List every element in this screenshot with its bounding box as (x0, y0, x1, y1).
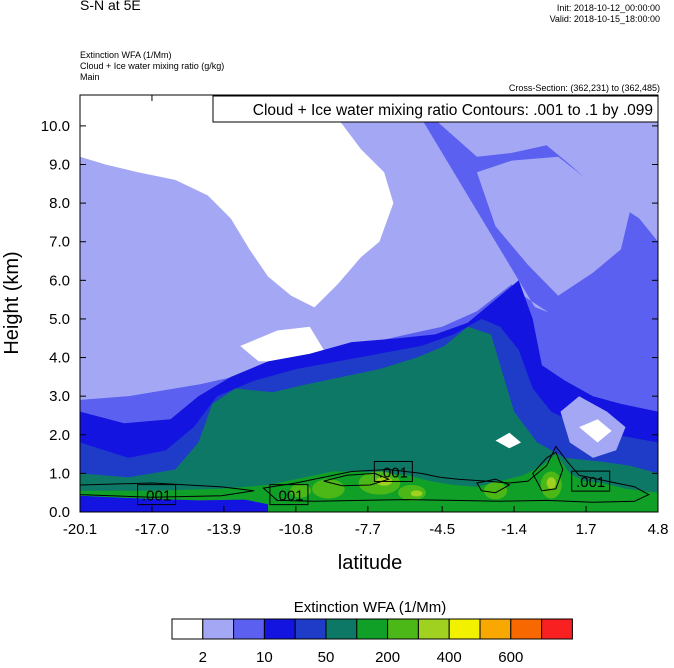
contour-labels: .001 .001 .001 .001 (137, 460, 611, 506)
x-axis: -20.1 -17.0 -13.9 -10.8 -7.7 -4.5 -1.4 1.7 4.8 (63, 95, 669, 538)
contour-label: .001 (137, 484, 177, 506)
colorbar-swatch (417, 618, 450, 640)
field-contours: Cloud + Ice water mixing ratio (g/kg) (80, 61, 225, 71)
colorbar-swatch (541, 618, 573, 640)
y-tick-label: 1.0 (49, 465, 70, 482)
colorbar-swatch (171, 618, 204, 640)
x-tick-label: -13.9 (207, 521, 241, 538)
contour-main (262, 445, 650, 503)
init-time: Init: 2018-10-12_00:00:00 (556, 3, 660, 13)
field-white-lowleft (495, 432, 521, 449)
x-tick-label: -20.1 (63, 521, 97, 538)
field-yellowgreen-pocket (410, 490, 423, 497)
y-tick-label: 8.0 (49, 195, 70, 212)
contour-label-text: .001 (274, 488, 303, 505)
y-tick-label: 9.0 (49, 157, 70, 174)
contour-inner-2 (476, 478, 511, 494)
colorbar-tick-label: 200 (375, 649, 400, 666)
colorbar-swatch (479, 618, 512, 640)
y-tick-label: 10.0 (41, 118, 70, 135)
contour-info-text: Cloud + Ice water mixing ratio Contours:… (253, 102, 653, 119)
info-box: Cloud + Ice water mixing ratio Contours:… (212, 95, 659, 123)
y-tick-label: 0.0 (49, 504, 70, 521)
x-tick-label: -1.4 (501, 521, 527, 538)
field-white-lowright (579, 419, 612, 443)
colorbar-swatch (263, 618, 296, 640)
field-lime-pocket (290, 483, 311, 498)
colorbar-swatch (510, 618, 543, 640)
colorbar: 2 10 50 200 400 600 (171, 618, 573, 666)
x-tick-label: -10.8 (279, 521, 313, 538)
valid-time: Valid: 2018-10-15_18:00:00 (549, 14, 660, 24)
field-teal (80, 326, 658, 512)
y-axis: 0.0 1.0 2.0 3.0 4.0 5.0 6.0 7.0 8.0 9.0 10.0 (41, 118, 658, 521)
y-axis-label: Height (km) (1, 251, 23, 354)
colorbar-tick-label: 600 (498, 649, 523, 666)
colorbar-swatch (325, 618, 358, 640)
x-tick-label: 1.7 (576, 521, 597, 538)
extinction-field (80, 95, 658, 512)
contour-label: .001 (571, 470, 611, 492)
y-tick-label: 5.0 (49, 311, 70, 328)
field-lime-pocket (483, 482, 508, 500)
field-white-patch (189, 125, 268, 161)
y-tick-label: 2.0 (49, 427, 70, 444)
x-axis-label: latitude (338, 552, 403, 574)
cross-section-label: Cross-Section: (362,231) to (362,485) (508, 83, 660, 93)
contour-label-text: .001 (576, 474, 605, 491)
colorbar-swatch (448, 618, 481, 640)
colorbar-swatch (294, 618, 327, 640)
field-name: Extinction WFA (1/Mm) (80, 50, 172, 60)
colorbar-tick-label: 10 (256, 649, 273, 666)
contour-label: .001 (373, 460, 413, 482)
field-white-upper (80, 95, 394, 308)
contour-label-text: .001 (379, 464, 408, 481)
field-lav-pocket (476, 156, 631, 296)
mixing-ratio-contours (80, 445, 650, 503)
colorbar-tick-label: 2 (199, 649, 207, 666)
colorbar-swatch (233, 618, 265, 640)
colorbar-swatch (387, 618, 419, 640)
contour-inner-1 (323, 472, 391, 487)
x-tick-label: 4.8 (648, 521, 669, 538)
x-tick-label: -4.5 (429, 521, 455, 538)
colorbar-tick-label: 50 (318, 649, 335, 666)
plot-frame (79, 94, 659, 513)
x-tick-label: -7.7 (355, 521, 381, 538)
y-tick-label: 7.0 (49, 234, 70, 251)
y-tick-label: 4.0 (49, 350, 70, 367)
field-yellowgreen-pocket (546, 477, 556, 489)
contour-inner-3 (532, 451, 564, 492)
contour-label-text: .001 (142, 488, 171, 505)
plot-title: S-N at 5E (80, 0, 141, 13)
x-tick-label: -17.0 (135, 521, 169, 538)
domain-name: Main (80, 72, 100, 82)
colorbar-tick-label: 400 (437, 649, 462, 666)
y-tick-label: 3.0 (49, 388, 70, 405)
contour-left (80, 482, 255, 498)
colorbar-swatch (202, 618, 235, 640)
contour-label: .001 (269, 484, 309, 506)
colorbar-swatch (356, 618, 389, 640)
colorbar-title: Extinction WFA (1/Mm) (294, 599, 447, 616)
field-white-mid (240, 326, 324, 362)
field-surface-blue (80, 495, 268, 512)
y-tick-label: 6.0 (49, 272, 70, 289)
